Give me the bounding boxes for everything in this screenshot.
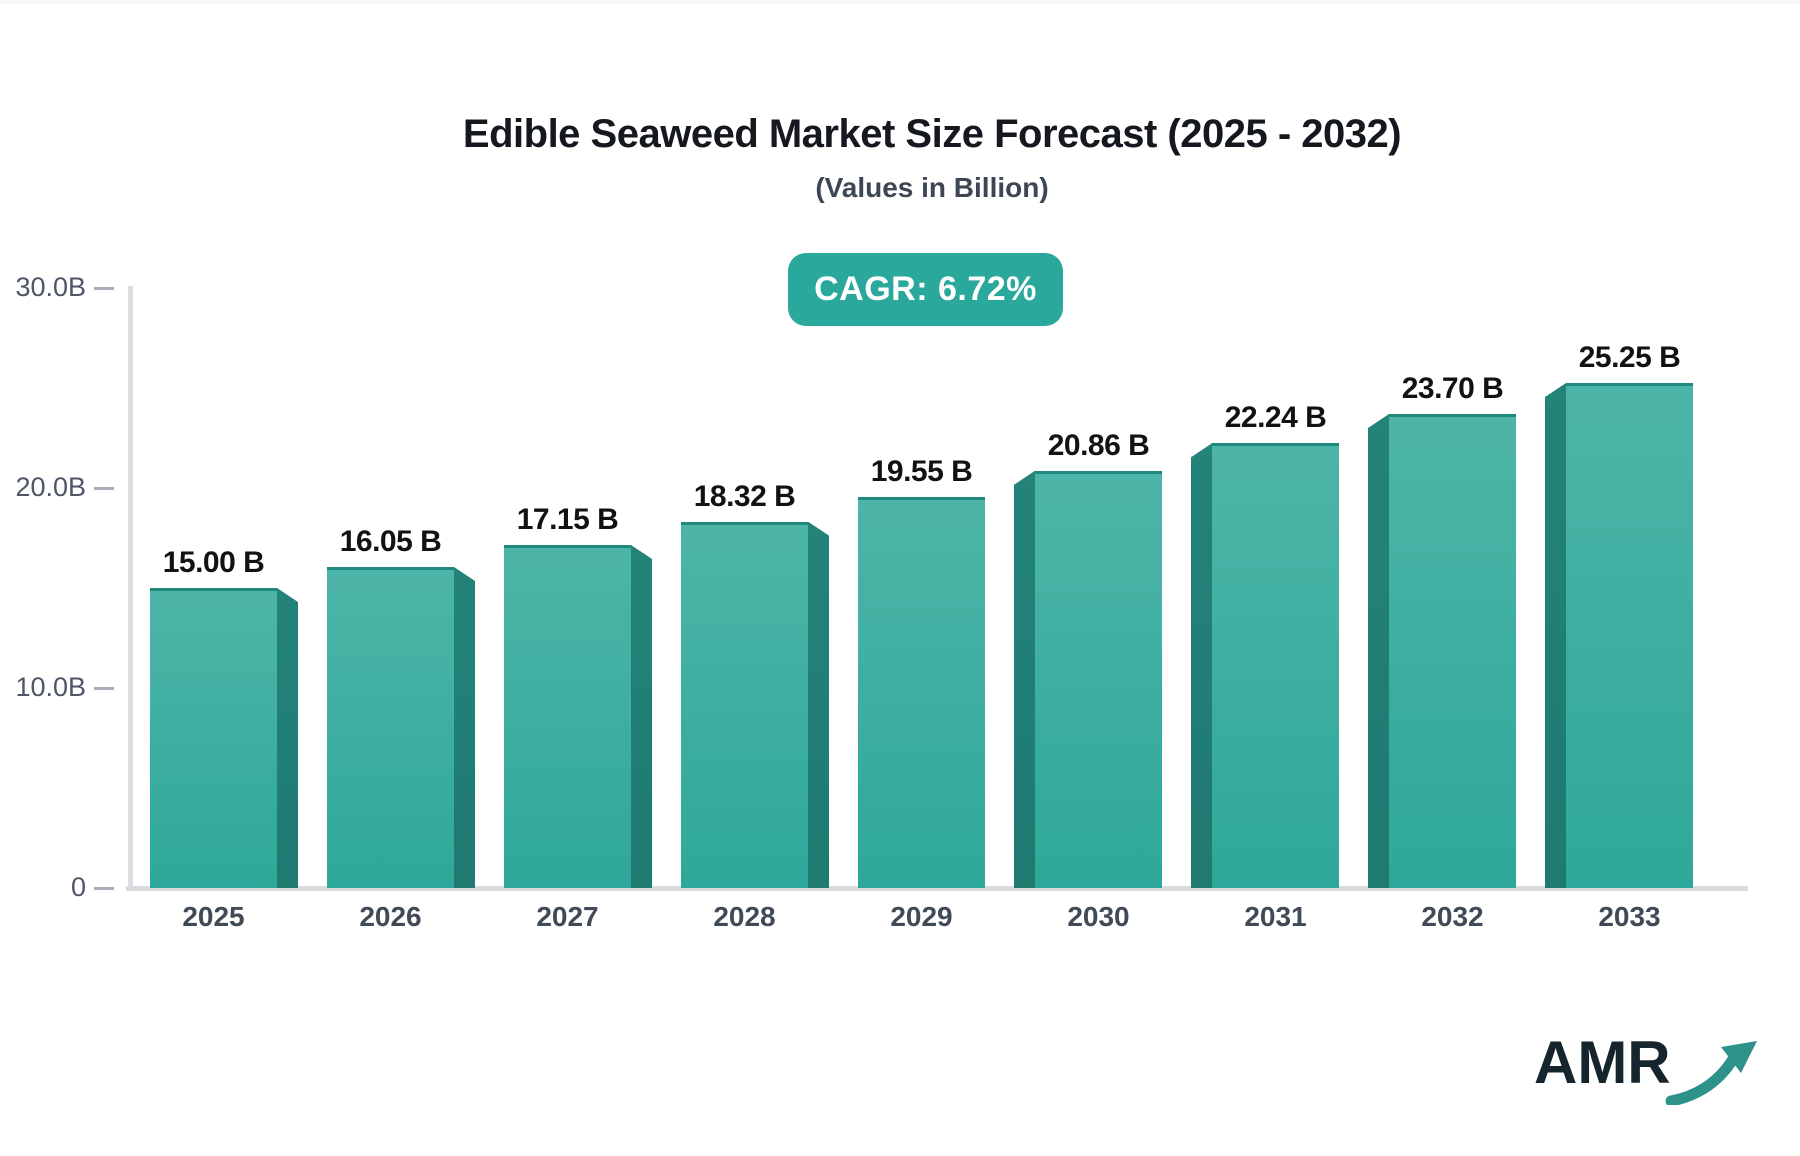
bar-side-face-2025 xyxy=(277,588,298,888)
bar-2033 xyxy=(1566,383,1693,888)
bar-2026 xyxy=(327,567,454,888)
bar-value-label-2026: 16.05 B xyxy=(339,525,442,558)
cagr-badge: CAGR: 6.72% xyxy=(788,253,1063,326)
y-tick-dash xyxy=(94,686,114,690)
x-axis-label-2033: 2033 xyxy=(1598,901,1661,932)
bar-2025 xyxy=(150,588,277,888)
chart-title: Edible Seaweed Market Size Forecast (202… xyxy=(462,112,1402,156)
bar-value-label-2028: 18.32 B xyxy=(693,479,796,513)
y-tick-label: 10.0B xyxy=(15,672,86,702)
amr-logo-text: AMR xyxy=(1534,1029,1671,1096)
y-axis-line xyxy=(128,286,133,890)
bar-2029 xyxy=(858,497,985,888)
bar-side-face-2032 xyxy=(1368,414,1389,888)
bar-2032 xyxy=(1389,414,1516,888)
x-axis-label-2030: 2030 xyxy=(1067,901,1130,932)
bar-side-face-2030 xyxy=(1014,470,1035,888)
x-axis-label-2028: 2028 xyxy=(713,901,776,932)
x-axis-label-2031: 2031 xyxy=(1244,901,1307,932)
bar-2027 xyxy=(504,545,631,888)
bar-value-label-2033: 25.25 B xyxy=(1578,341,1681,374)
x-axis-baseline xyxy=(126,886,1748,891)
y-tick-label: 30.0B xyxy=(15,272,86,302)
bar-side-face-2031 xyxy=(1191,443,1212,888)
bar-2031 xyxy=(1212,443,1339,888)
bar-2028 xyxy=(681,521,808,888)
x-axis-label-2025: 2025 xyxy=(182,901,245,932)
bar-value-label-2032: 23.70 B xyxy=(1401,372,1504,405)
bar-2030 xyxy=(1035,470,1162,888)
top-border-strip xyxy=(0,0,1800,4)
x-axis-label-2027: 2027 xyxy=(536,901,599,932)
bar-value-label-2027: 17.15 B xyxy=(516,503,619,536)
bar-side-face-2026 xyxy=(454,567,475,888)
bar-side-face-2028 xyxy=(808,521,829,888)
x-axis-label-2029: 2029 xyxy=(890,901,953,932)
y-tick-label: 20.0B xyxy=(15,472,86,502)
amr-logo: AMR xyxy=(1534,1033,1765,1105)
y-tick-dash xyxy=(94,886,114,890)
bar-value-label-2030: 20.86 B xyxy=(1047,428,1150,462)
y-tick-label: 0 xyxy=(70,872,86,902)
bar-value-label-2031: 22.24 B xyxy=(1224,401,1327,435)
y-tick-dash xyxy=(94,486,114,490)
y-tick-dash xyxy=(94,286,114,290)
bar-value-label-2029: 19.55 B xyxy=(870,455,973,488)
cagr-badge-label: CAGR: 6.72% xyxy=(814,270,1037,308)
bar-side-face-2033 xyxy=(1545,383,1566,888)
bar-side-face-2027 xyxy=(631,545,652,888)
chart-subtitle: (Values in Billion) xyxy=(815,172,1049,203)
x-axis-label-2026: 2026 xyxy=(359,901,422,932)
growth-arrow-icon xyxy=(1665,1041,1757,1105)
x-axis-label-2032: 2032 xyxy=(1421,901,1484,932)
bar-value-label-2025: 15.00 B xyxy=(162,546,265,579)
